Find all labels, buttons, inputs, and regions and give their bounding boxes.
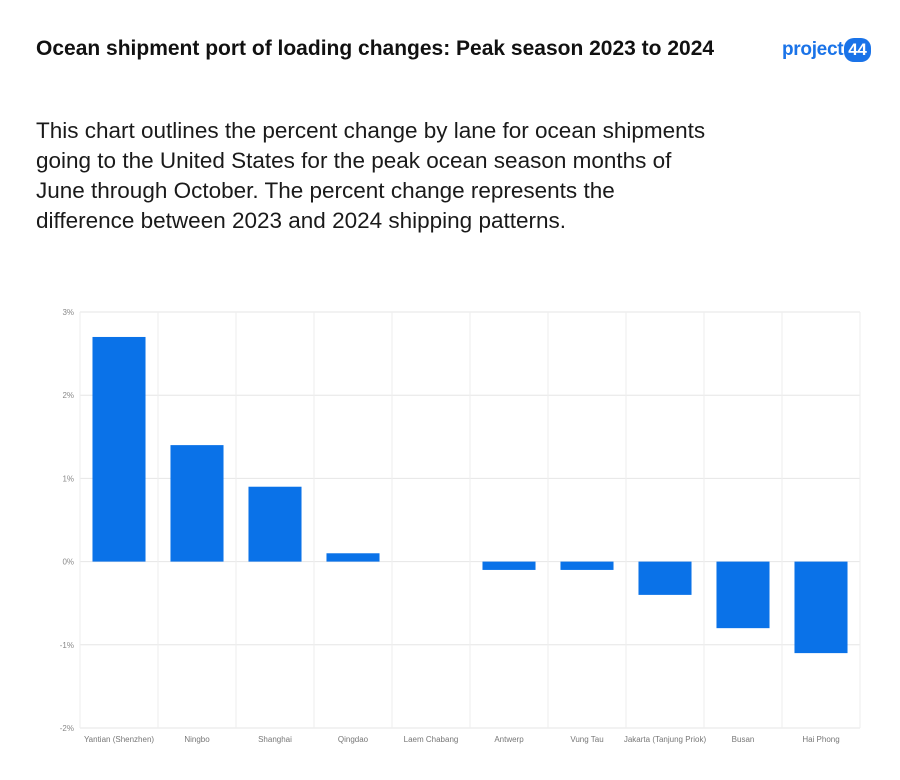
- logo-text: project: [782, 39, 844, 60]
- y-tick-label: 0%: [62, 558, 74, 567]
- bar-chart: 3% 2% 1% 0% -1% -2% Yantian (Shenzhen) Ningbo S…: [60, 308, 861, 744]
- bar: [92, 336, 146, 562]
- bar: [638, 561, 692, 595]
- logo-badge: 44: [844, 38, 871, 62]
- x-tick-label: Jakarta (Tanjung Priok): [624, 735, 707, 744]
- x-tick-label: Laem Chabang: [404, 735, 459, 744]
- gridlines: [79, 311, 861, 729]
- x-tick-label: Ningbo: [184, 735, 210, 744]
- x-tick-label: Shanghai: [258, 735, 292, 744]
- chart-description: This chart outlines the percent change b…: [36, 118, 706, 233]
- x-tick-label: Antwerp: [494, 735, 524, 744]
- x-tick-label: Hai Phong: [802, 735, 839, 744]
- y-tick-label: 3%: [62, 308, 74, 317]
- project44-logo: project 44: [782, 36, 871, 64]
- x-axis-tick-labels: Yantian (Shenzhen) Ningbo Shanghai Qingdao L…: [84, 735, 840, 744]
- y-tick-label: 2%: [62, 391, 74, 400]
- x-tick-label: Yantian (Shenzhen): [84, 735, 154, 744]
- bar: [326, 553, 380, 562]
- bar: [482, 561, 536, 570]
- x-tick-label: Vung Tau: [570, 735, 603, 744]
- bar: [248, 486, 302, 562]
- x-tick-label: Busan: [732, 735, 755, 744]
- chart-title: Ocean shipment port of loading changes: …: [36, 37, 715, 60]
- bars: [92, 336, 848, 654]
- bar: [560, 561, 614, 570]
- y-tick-label: -1%: [60, 641, 74, 650]
- y-axis-tick-labels: 3% 2% 1% 0% -1% -2%: [60, 308, 74, 733]
- bar: [794, 561, 848, 654]
- y-tick-label: 1%: [62, 474, 74, 483]
- x-tick-label: Qingdao: [338, 735, 369, 744]
- bar: [170, 445, 224, 562]
- y-tick-label: -2%: [60, 724, 74, 733]
- bar: [716, 561, 770, 629]
